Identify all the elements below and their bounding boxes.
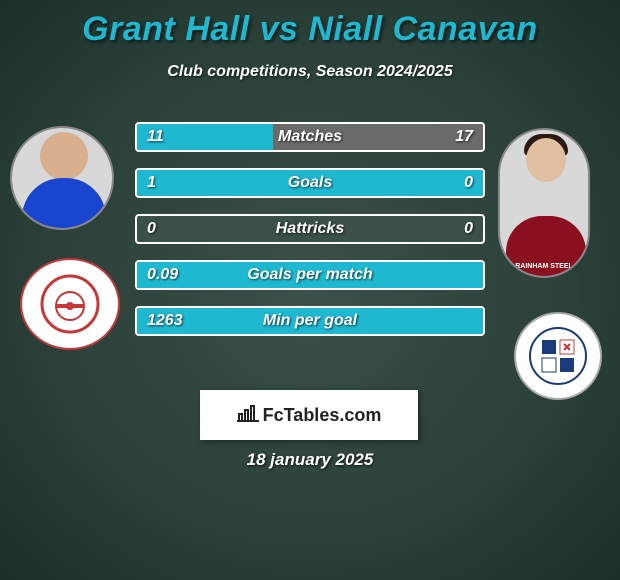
player-right-avatar: RAINHAM STEEL (498, 128, 590, 278)
stat-bar: 1263Min per goal (135, 306, 485, 336)
fctables-logo: FcTables.com (200, 390, 418, 440)
player-right-sponsor: RAINHAM STEEL (500, 263, 588, 270)
stat-bar: 0.09Goals per match (135, 260, 485, 290)
stat-label: Hattricks (137, 216, 483, 242)
stat-label: Matches (137, 124, 483, 150)
subtitle: Club competitions, Season 2024/2025 (0, 63, 620, 81)
chart-icon (237, 404, 259, 427)
player-left-shirt (22, 178, 106, 230)
stat-bar: 1117Matches (135, 122, 485, 152)
stat-bar: 00Hattricks (135, 214, 485, 244)
stat-label: Goals (137, 170, 483, 196)
stat-label: Min per goal (137, 308, 483, 334)
stat-bar: 10Goals (135, 168, 485, 198)
logo-text: FcTables.com (263, 405, 382, 426)
date-label: 18 january 2025 (0, 450, 620, 470)
club-left-badge (20, 258, 120, 350)
stat-label: Goals per match (137, 262, 483, 288)
stats-bars: 1117Matches 10Goals 00Hattricks 0.09Goals p… (135, 122, 485, 352)
player-left-avatar (10, 126, 114, 230)
page-title: Grant Hall vs Niall Canavan (0, 0, 620, 49)
club-right-badge (514, 312, 602, 400)
